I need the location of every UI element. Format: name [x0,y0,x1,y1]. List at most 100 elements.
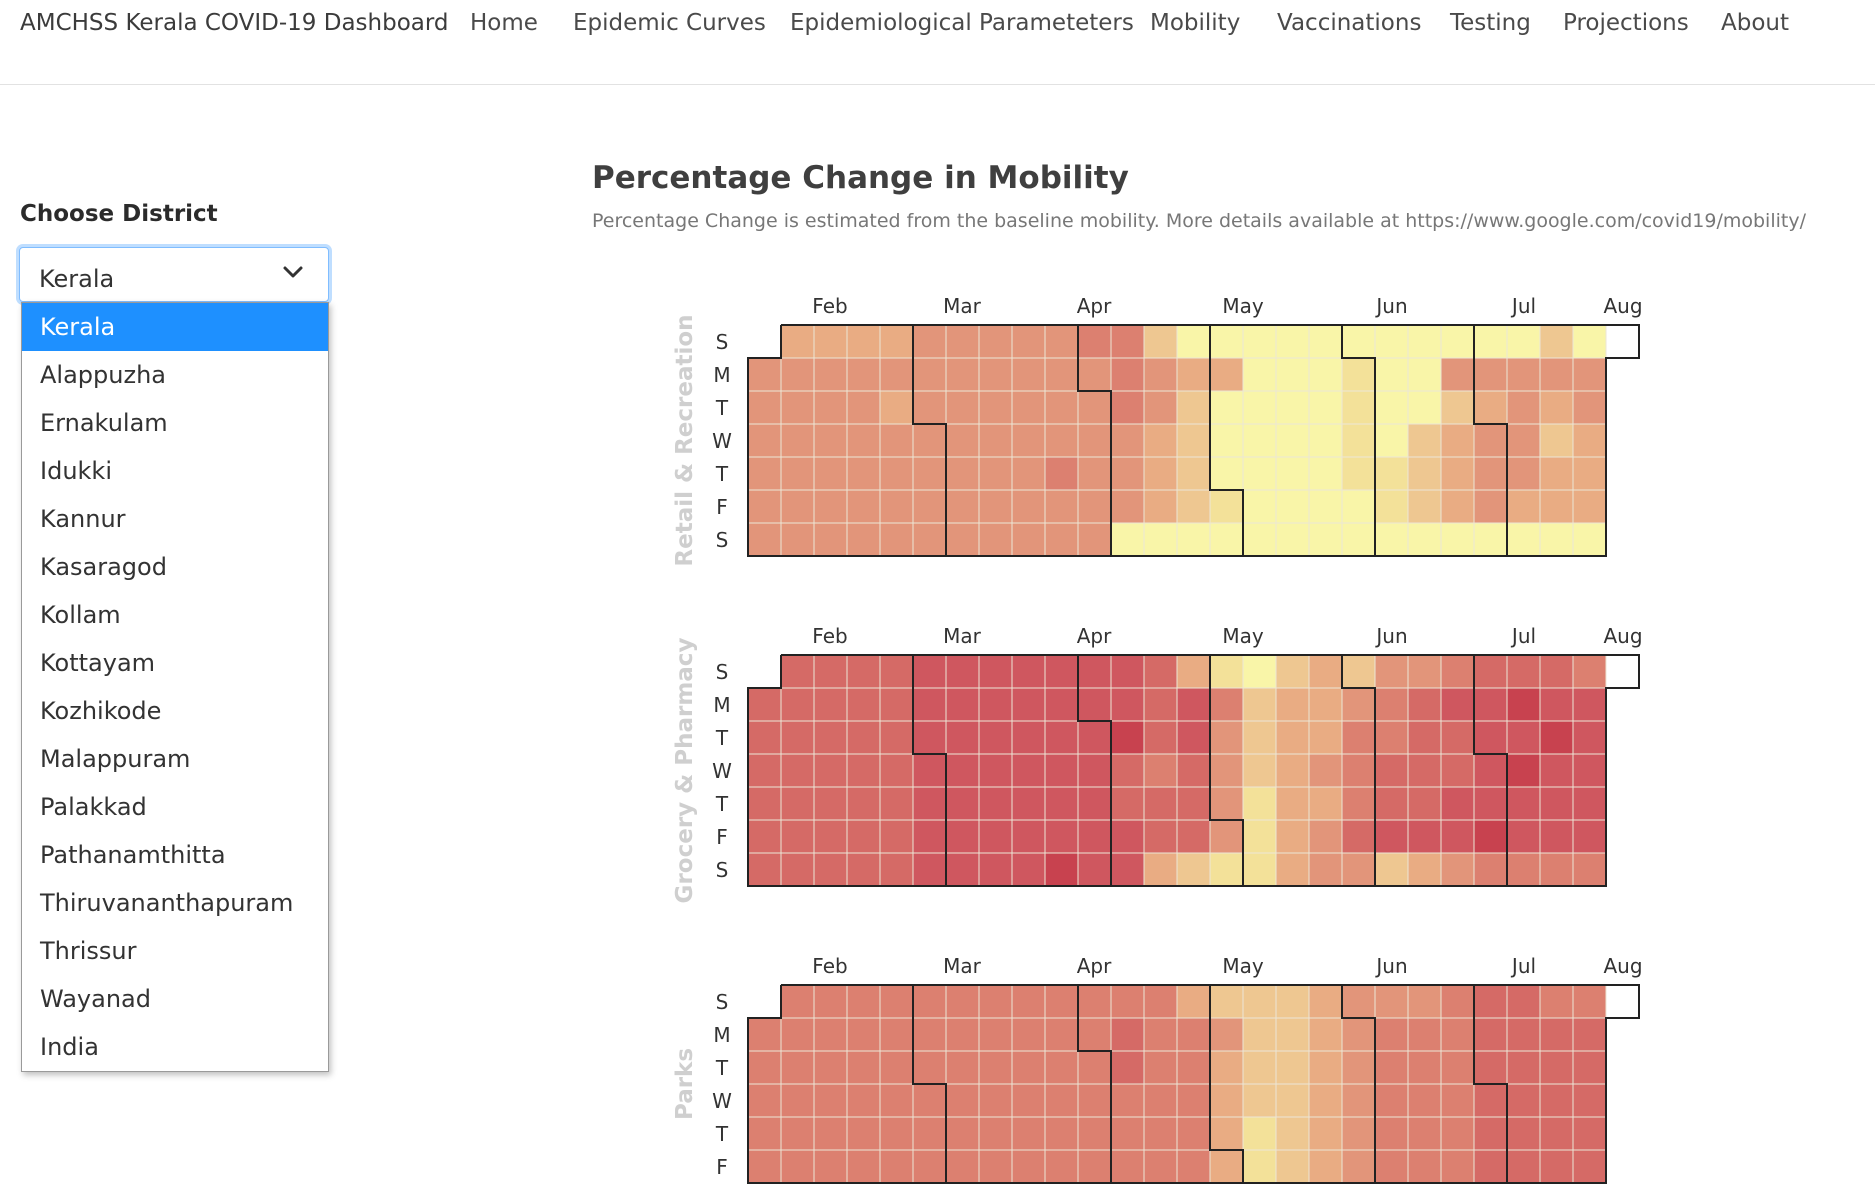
retail-recreation-heatmap-cell [1275,357,1310,392]
grocery-pharmacy-heatmap-cell [1275,852,1310,887]
retail-recreation-heatmap-cell [1275,324,1310,359]
retail-recreation-heatmap-cell [978,423,1013,458]
district-option-kottayam[interactable]: Kottayam [40,649,156,677]
district-option-malappuram[interactable]: Malappuram [40,745,191,773]
district-option-palakkad[interactable]: Palakkad [40,793,147,821]
choose-district-label: Choose District [20,201,218,227]
parks-heatmap-cell [1440,984,1475,1019]
district-select[interactable]: Kerala [19,247,329,302]
parks-heatmap-cell [1539,1083,1574,1118]
parks-heatmap-cell [1110,1083,1145,1118]
grocery-pharmacy-heatmap-cell [945,720,980,755]
grocery-pharmacy-heatmap-cell [1242,819,1277,854]
nav-link-vaccinations[interactable]: Vaccinations [1277,10,1422,36]
retail-recreation-heatmap-cell [1341,423,1376,458]
nav-link-home[interactable]: Home [470,10,538,36]
grocery-pharmacy-month-boundary [1473,655,1508,886]
parks-heatmap-cell [1110,984,1145,1019]
parks-heatmap-cell [1209,1083,1244,1118]
parks-heatmap-cell [912,1116,947,1151]
grocery-pharmacy-heatmap-cell [1374,720,1409,755]
grocery-pharmacy-heatmap-cell [813,687,848,722]
grocery-pharmacy-heatmap-cell [1110,720,1145,755]
district-dropdown-list: Kerala Alappuzha Ernakulam Idukki Kannur… [21,302,329,1072]
parks-heatmap-cell [1539,1050,1574,1085]
grocery-pharmacy-heatmap-cell [1308,753,1343,788]
district-option-kannur[interactable]: Kannur [40,505,126,533]
retail-recreation-month-label: Mar [943,294,982,318]
nav-link-epidemiological-parameters[interactable]: Epidemiological Parameteters [790,10,1134,36]
grocery-pharmacy-heatmap-cell [1176,753,1211,788]
parks-heatmap-cell [1143,1050,1178,1085]
retail-recreation-heatmap-cell [1242,423,1277,458]
parks-heatmap-cell [1275,1017,1310,1052]
retail-recreation-heatmap-cell [1110,324,1145,359]
district-option-pathanamthitta[interactable]: Pathanamthitta [40,841,226,869]
district-option-alappuzha[interactable]: Alappuzha [40,361,166,389]
nav-link-projections[interactable]: Projections [1563,10,1689,36]
district-option-thrissur[interactable]: Thrissur [40,937,137,965]
district-option-thiruvananthapuram[interactable]: Thiruvananthapuram [40,889,294,917]
grocery-pharmacy-heatmap-cell [1176,786,1211,821]
district-option-ernakulam[interactable]: Ernakulam [40,409,168,437]
nav-link-epidemic-curves[interactable]: Epidemic Curves [573,10,766,36]
parks-heatmap-cell [1440,1116,1475,1151]
retail-recreation-heatmap-cell [978,489,1013,524]
grocery-pharmacy-heatmap-cell [945,753,980,788]
retail-recreation-heatmap-cell [879,489,914,524]
retail-recreation-heatmap-cell [1440,324,1475,359]
grocery-pharmacy-heatmap-cell [1011,687,1046,722]
district-option-kollam[interactable]: Kollam [40,601,121,629]
grocery-pharmacy-month-label: Apr [1077,624,1112,648]
parks-heatmap-cell [846,1017,881,1052]
parks-weekday-label: M [713,1023,730,1047]
parks-heatmap-cell [1506,1116,1541,1151]
retail-recreation-heatmap-cell [1242,390,1277,425]
retail-recreation-heatmap-cell [813,390,848,425]
parks-heatmap-cell [1341,1116,1376,1151]
parks-heatmap-cell [1473,1149,1508,1184]
nav-link-about[interactable]: About [1721,10,1790,36]
parks-month-label: May [1222,954,1264,978]
grocery-pharmacy-heatmap-cell [780,852,815,887]
retail-recreation-heatmap-cell [1110,390,1145,425]
parks-heatmap-cell [1209,1017,1244,1052]
retail-recreation-heatmap-cell [1176,390,1211,425]
retail-recreation-heatmap-cell [1110,489,1145,524]
district-option-india[interactable]: India [40,1033,99,1061]
grocery-pharmacy-heatmap-cell [978,786,1013,821]
parks-heatmap-cell [747,1050,782,1085]
parks-heatmap-cell [1077,1116,1112,1151]
grocery-pharmacy-heatmap-cell [1341,720,1376,755]
retail-recreation-heatmap-cell [978,324,1013,359]
parks-month-label: Jul [1510,954,1536,978]
district-option-wayanad[interactable]: Wayanad [40,985,151,1013]
grocery-pharmacy-heatmap-cell [1308,786,1343,821]
brand-link[interactable]: AMCHSS Kerala COVID-19 Dashboard [20,10,449,36]
retail-recreation-heatmap-cell [1308,357,1343,392]
district-option-kerala[interactable]: Kerala [22,303,328,351]
retail-recreation-heatmap-cell [780,456,815,491]
retail-recreation-heatmap-cell [1374,522,1409,557]
district-option-kasaragod[interactable]: Kasaragod [40,553,167,581]
parks-heatmap-cell [1407,1116,1442,1151]
retail-recreation-heatmap-cell [1308,423,1343,458]
retail-recreation-heatmap-cell [813,423,848,458]
retail-recreation-heatmap-cell [1011,324,1046,359]
retail-recreation-heatmap-cell [1209,390,1244,425]
district-option-idukki[interactable]: Idukki [40,457,112,485]
retail-recreation-heatmap-cell [1011,456,1046,491]
retail-recreation-heatmap-cell [780,324,815,359]
grocery-pharmacy-heatmap-cell [1044,819,1079,854]
parks-heatmap-cell [1275,1149,1310,1184]
parks-heatmap-border [747,984,1640,1184]
retail-recreation-heatmap-cell [912,456,947,491]
nav-link-testing[interactable]: Testing [1450,10,1531,36]
parks-heatmap-cell [747,1116,782,1151]
parks-heatmap-cell [1572,984,1607,1019]
district-option-kozhikode[interactable]: Kozhikode [40,697,162,725]
nav-link-mobility[interactable]: Mobility [1150,10,1241,36]
grocery-pharmacy-heatmap-cell [747,786,782,821]
retail-recreation-heatmap-cell [1407,456,1442,491]
grocery-pharmacy-heatmap-cell [1539,654,1574,689]
